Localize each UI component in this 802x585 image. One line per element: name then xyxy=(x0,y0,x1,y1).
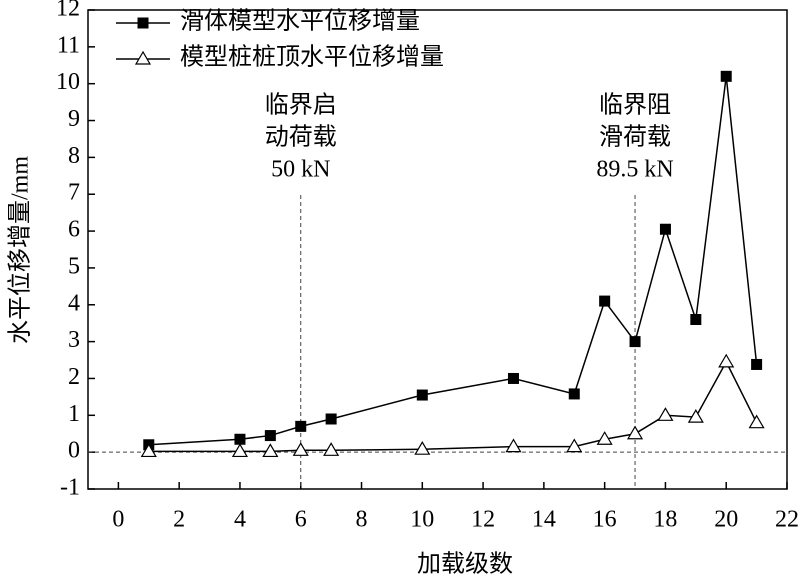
y-tick-label: 0 xyxy=(68,438,80,464)
y-tick-label: 1 xyxy=(68,401,80,427)
legend-label: 模型桩桩顶水平位移增量 xyxy=(180,44,444,71)
y-tick-label: 4 xyxy=(68,290,80,316)
annotation: 50 kN xyxy=(271,157,330,183)
annotation: 临界阻 xyxy=(599,92,671,119)
point xyxy=(505,438,522,453)
y-tick-label: 5 xyxy=(68,253,80,279)
point xyxy=(507,372,519,384)
point xyxy=(626,425,644,440)
y-tick-label: 11 xyxy=(57,32,80,58)
point xyxy=(140,443,157,458)
x-tick-label: 0 xyxy=(112,507,124,533)
x-tick-label: 10 xyxy=(410,507,434,533)
plot-frame xyxy=(87,9,788,490)
point xyxy=(262,443,279,458)
x-tick-label: 6 xyxy=(295,507,307,533)
point xyxy=(748,414,765,429)
legend-label: 滑体模型水平位移增量 xyxy=(180,8,420,35)
annotation: 滑荷载 xyxy=(599,124,671,151)
point xyxy=(657,407,674,421)
y-tick-label: 7 xyxy=(68,180,80,206)
y-tick-label: 2 xyxy=(68,364,80,390)
point xyxy=(690,314,702,326)
y-tick-label: 10 xyxy=(56,69,80,95)
point xyxy=(751,358,763,370)
point xyxy=(596,431,613,445)
point xyxy=(566,438,583,453)
y-tick-label: 8 xyxy=(68,143,80,169)
point xyxy=(323,442,340,456)
x-tick-label: 20 xyxy=(714,507,738,533)
point xyxy=(629,336,641,348)
annotation: 89.5 kN xyxy=(596,157,673,183)
point xyxy=(234,433,246,445)
x-tick-label: 22 xyxy=(775,507,799,533)
legend-marker xyxy=(134,50,152,65)
y-tick-label: 3 xyxy=(68,327,80,353)
y-tick-label: 6 xyxy=(68,217,80,243)
x-axis-label: 加载级数 xyxy=(417,551,513,578)
series-line xyxy=(148,360,758,453)
point xyxy=(295,420,307,432)
y-tick-label: 12 xyxy=(56,0,80,22)
legend-marker xyxy=(137,17,149,29)
x-tick-label: 12 xyxy=(471,507,495,533)
point xyxy=(325,413,337,425)
point xyxy=(231,443,249,458)
point xyxy=(599,295,611,307)
point xyxy=(718,353,735,368)
x-tick-label: 4 xyxy=(234,507,246,533)
point xyxy=(568,388,580,400)
y-tick-label: 9 xyxy=(68,106,80,132)
point xyxy=(687,408,704,423)
x-tick-label: 8 xyxy=(356,507,368,533)
point xyxy=(659,223,671,235)
point xyxy=(264,430,276,442)
x-tick-label: 14 xyxy=(532,507,556,533)
x-tick-label: 18 xyxy=(653,507,677,533)
point xyxy=(720,70,732,82)
point xyxy=(414,441,431,455)
y-axis-label: 水平位移增量/mm xyxy=(7,156,34,344)
annotation: 临界启 xyxy=(265,92,337,119)
x-tick-label: 2 xyxy=(173,507,185,533)
point xyxy=(292,442,309,456)
point xyxy=(416,389,428,401)
annotation: 动荷载 xyxy=(265,124,337,151)
x-tick-label: 16 xyxy=(593,507,617,533)
y-tick-label: -1 xyxy=(60,475,80,501)
